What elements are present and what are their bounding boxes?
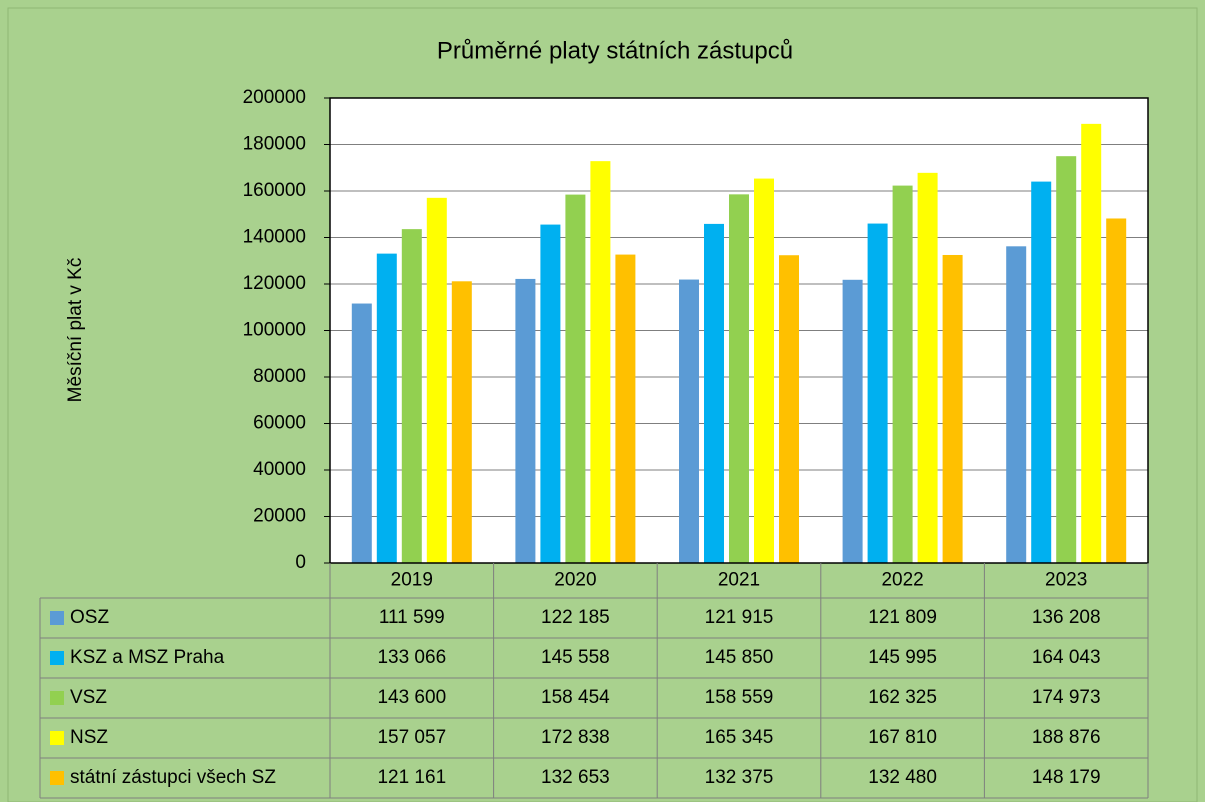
table-value: 132 375 <box>705 767 774 788</box>
table-value: 148 179 <box>1032 767 1101 788</box>
table-value: 174 973 <box>1032 687 1101 708</box>
bar <box>729 194 749 563</box>
table-value: 136 208 <box>1032 607 1101 628</box>
bar <box>754 178 774 563</box>
bar <box>1006 246 1027 563</box>
bar <box>401 229 422 563</box>
legend-swatch <box>50 651 64 665</box>
table-value: 132 653 <box>541 767 610 788</box>
bar <box>451 281 472 563</box>
legend-swatch <box>50 691 64 705</box>
bar <box>1106 218 1127 563</box>
table-value: 145 995 <box>868 647 937 668</box>
table-value: 145 558 <box>541 647 610 668</box>
legend-label: státní zástupci všech SZ <box>70 767 276 788</box>
y-tick-label: 180000 <box>243 134 306 155</box>
legend-swatch <box>50 771 64 785</box>
bar <box>917 172 938 564</box>
x-tick-label: 2021 <box>718 570 760 591</box>
bar <box>1056 156 1077 563</box>
bar <box>942 254 963 563</box>
table-value: 164 043 <box>1032 647 1101 668</box>
table-value: 162 325 <box>868 687 937 708</box>
table-value: 158 559 <box>705 687 774 708</box>
table-value: 158 454 <box>541 687 610 708</box>
table-value: 133 066 <box>377 647 446 668</box>
y-tick-label: 80000 <box>253 366 306 387</box>
bar <box>565 194 586 563</box>
bar <box>842 279 863 563</box>
chart-title: Průměrné platy státních zástupců <box>437 37 793 64</box>
bar <box>351 303 372 563</box>
legend-label: OSZ <box>70 607 109 628</box>
legend-swatch <box>50 731 64 745</box>
y-tick-label: 0 <box>295 552 306 573</box>
bar <box>779 255 799 563</box>
table-value: 143 600 <box>377 687 446 708</box>
legend-label: VSZ <box>70 687 107 708</box>
y-tick-label: 40000 <box>253 459 306 480</box>
table-value: 188 876 <box>1032 727 1101 748</box>
legend-label: KSZ a MSZ Praha <box>70 647 225 668</box>
legend-label: NSZ <box>70 727 108 748</box>
legend-swatch <box>50 611 64 625</box>
bar <box>679 279 699 563</box>
bar <box>590 161 611 563</box>
x-tick-label: 2023 <box>1045 570 1087 591</box>
table-value: 167 810 <box>868 727 937 748</box>
bar <box>515 278 536 563</box>
table-value: 157 057 <box>377 727 446 748</box>
x-tick-label: 2019 <box>391 570 433 591</box>
bar <box>540 224 561 564</box>
y-axis-label: Měsíční plat v Kč <box>65 258 86 403</box>
table-value: 111 599 <box>379 607 445 628</box>
table-value: 121 809 <box>868 607 937 628</box>
y-tick-label: 60000 <box>253 413 306 434</box>
y-tick-label: 200000 <box>243 87 306 108</box>
plot-border <box>329 97 1149 564</box>
table-value: 145 850 <box>705 647 774 668</box>
table-value: 121 161 <box>377 767 446 788</box>
table-value: 172 838 <box>541 727 610 748</box>
bar <box>1031 181 1052 563</box>
table-value: 121 915 <box>705 607 774 628</box>
bar <box>892 185 913 564</box>
table-value: 122 185 <box>541 607 610 628</box>
bar <box>867 223 888 563</box>
bar <box>704 223 724 563</box>
y-tick-label: 140000 <box>243 227 306 248</box>
bar <box>615 254 636 563</box>
x-tick-label: 2020 <box>554 570 596 591</box>
y-tick-label: 20000 <box>253 506 306 527</box>
y-tick-label: 160000 <box>243 180 306 201</box>
y-tick-label: 120000 <box>243 273 306 294</box>
table-value: 165 345 <box>705 727 774 748</box>
table-value: 132 480 <box>868 767 937 788</box>
y-tick-label: 100000 <box>243 320 306 341</box>
bar <box>376 253 397 563</box>
x-tick-label: 2022 <box>881 570 923 591</box>
bar <box>426 197 447 563</box>
bar <box>1081 123 1102 564</box>
